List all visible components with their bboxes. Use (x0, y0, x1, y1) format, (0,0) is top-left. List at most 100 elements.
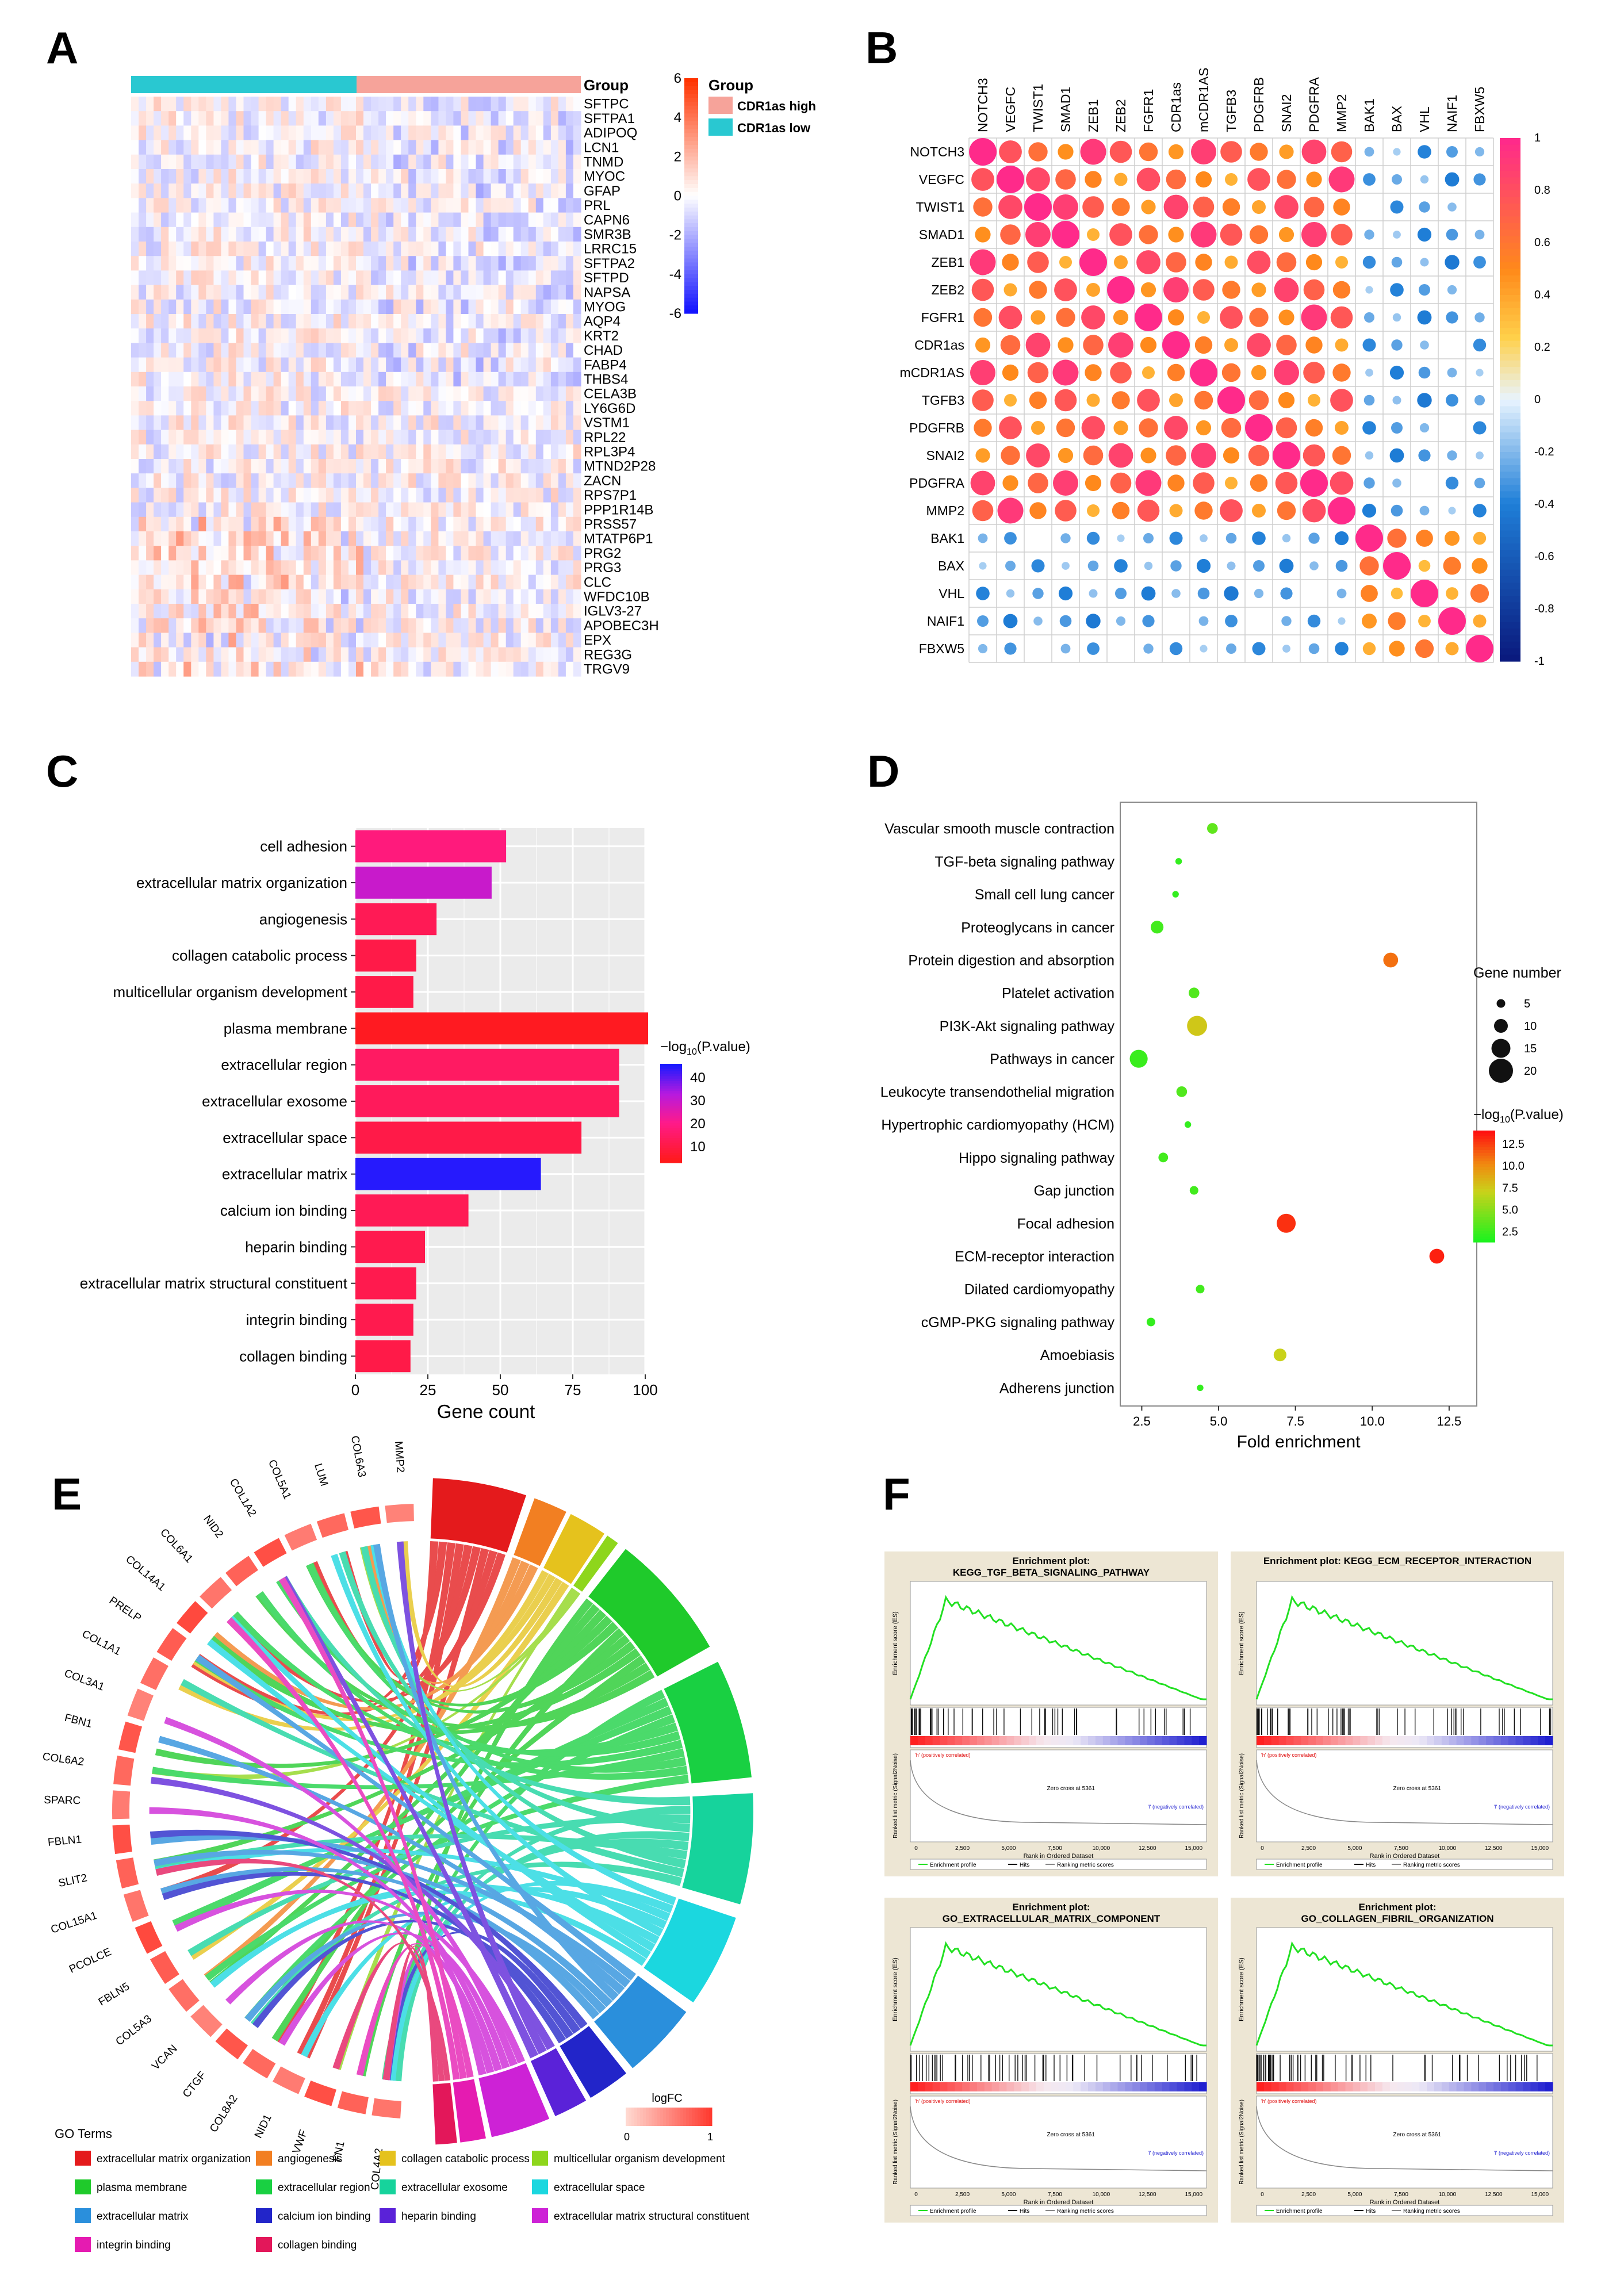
heatmap-cell (281, 574, 289, 590)
rank-color-bar (1184, 2082, 1192, 2091)
colorbar-segment (660, 1098, 682, 1102)
heatmap-cell (505, 314, 514, 329)
correlation-dot (1387, 528, 1407, 548)
heatmap-cell (423, 618, 431, 633)
heatmap-cell (371, 415, 379, 431)
heatmap-cell (408, 531, 416, 546)
heatmap-cell (266, 401, 274, 416)
heatmap-cell (161, 430, 169, 445)
heatmap-cell (236, 357, 244, 373)
heatmap-cell (505, 343, 514, 358)
heatmap-cell (423, 242, 431, 256)
heatmap-cell (401, 140, 409, 155)
heatmap-cell (558, 242, 566, 256)
heatmap-cell (168, 198, 177, 213)
heatmap-cell (243, 661, 252, 677)
heatmap-cell (423, 111, 431, 126)
heatmap-cell (491, 285, 499, 300)
heatmap-cell (438, 343, 447, 358)
correlation-dot (1419, 284, 1430, 296)
heatmap-cell (139, 343, 147, 358)
go-legend-label: integrin binding (97, 2239, 171, 2251)
heatmap-cell (438, 242, 447, 256)
heatmap-cell (453, 444, 462, 459)
heatmap-cell (543, 661, 551, 677)
correlation-dot (1417, 310, 1432, 325)
rank-color-bar (1021, 1736, 1029, 1745)
heatmap-cell (520, 415, 529, 431)
correlation-dot (1331, 224, 1353, 246)
heatmap-cell (131, 531, 139, 546)
heatmap-cell (528, 574, 537, 590)
heatmap-cell (258, 154, 267, 170)
heatmap-cell (461, 574, 469, 590)
heatmap-cell (461, 285, 469, 300)
heatmap-cell (318, 227, 327, 242)
heatmap-cell (573, 169, 581, 184)
colorbar-segment (1473, 1189, 1495, 1193)
matrix-col-label: FGFR1 (1141, 89, 1156, 132)
heatmap-cell (191, 183, 199, 198)
rank-color-bar (1271, 1736, 1280, 1745)
heatmap-cell (431, 357, 439, 373)
rank-color-bar (1081, 1736, 1089, 1745)
heatmap-cell (243, 314, 252, 329)
gene-segment (116, 1857, 139, 1888)
heatmap-cell (371, 183, 379, 198)
heatmap-cell (468, 154, 477, 170)
heatmap-cell (266, 198, 274, 213)
heatmap-cell (438, 154, 447, 170)
heatmap-cell (161, 212, 169, 228)
heatmap-cell (243, 531, 252, 546)
matrix-col-label: TGFB3 (1224, 90, 1239, 132)
heatmap-cell (288, 661, 297, 677)
go-legend-label: collagen binding (278, 2239, 357, 2251)
correlation-dot (1473, 338, 1487, 352)
logfc-legend-segment (652, 2108, 655, 2126)
heatmap-cell (431, 560, 439, 576)
heatmap-cell (288, 198, 297, 213)
heatmap-cell (416, 343, 424, 358)
heatmap-cell (318, 125, 327, 141)
heatmap-cell (565, 401, 574, 416)
heatmap-cell (154, 154, 162, 170)
heatmap-cell (386, 111, 394, 126)
correlation-dot (1445, 255, 1460, 270)
heatmap-cell (520, 154, 529, 170)
heatmap-cell (325, 647, 334, 662)
heatmap-cell (198, 633, 206, 648)
heatmap-cell (281, 343, 289, 358)
gsea-legend-box (1256, 2205, 1553, 2216)
heatmap-cell (333, 314, 342, 329)
heatmap-cell (491, 111, 499, 126)
heatmap-cell (236, 154, 244, 170)
heatmap-cell (258, 285, 267, 300)
heatmap-cell (303, 502, 312, 518)
x-tick-label: 0 (914, 1845, 918, 1852)
colorbar-segment (1500, 158, 1520, 165)
heatmap-cell (168, 401, 177, 416)
heatmap-cell (191, 314, 199, 329)
correlation-dot (1107, 276, 1135, 304)
heatmap-cell (146, 386, 154, 401)
heatmap-cell (476, 140, 484, 155)
heatmap-cell (498, 227, 507, 242)
correlation-dot (1137, 499, 1160, 522)
heatmap-cell (386, 647, 394, 662)
heatmap-cell (543, 256, 551, 271)
go-legend-label: extracellular region (278, 2182, 370, 2194)
rank-color-bar (1456, 2082, 1465, 2091)
heatmap-cell (154, 256, 162, 271)
gene-segment (337, 2091, 369, 2114)
heatmap-cell (273, 560, 282, 576)
heatmap-cell (183, 154, 191, 170)
heatmap-cell (468, 183, 477, 198)
heatmap-cell (183, 604, 191, 619)
logfc-legend-segment (629, 2108, 632, 2126)
heatmap-cell (535, 415, 544, 431)
heatmap-row-label: IGLV3-27 (584, 604, 642, 619)
correlation-dot (1273, 442, 1300, 469)
heatmap-cell (401, 212, 409, 228)
heatmap-cell (371, 97, 379, 112)
heatmap-cell (131, 183, 139, 198)
